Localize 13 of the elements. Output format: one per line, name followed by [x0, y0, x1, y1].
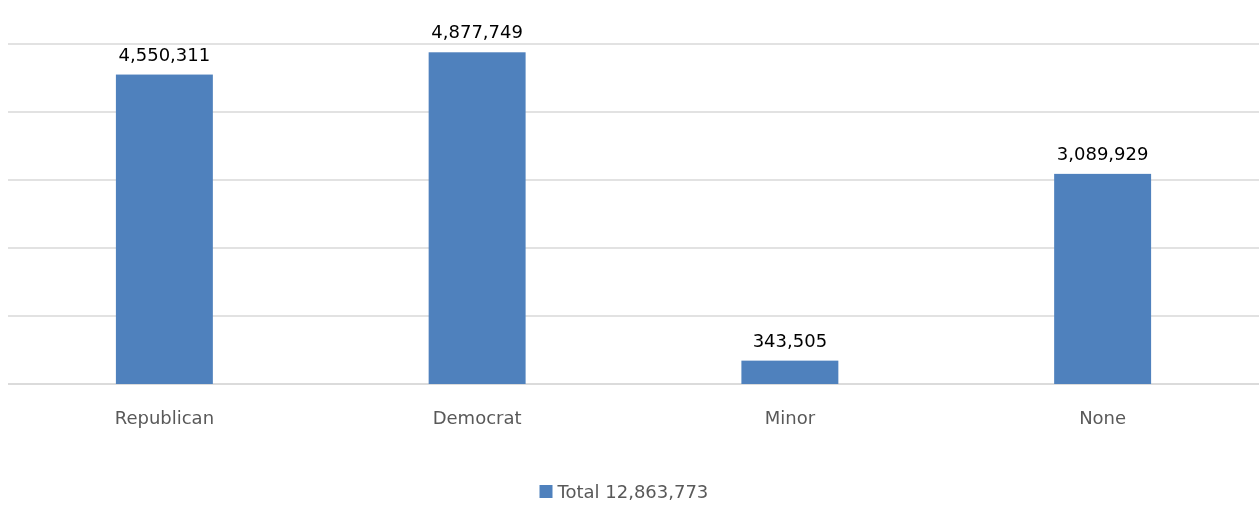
x-tick-label: Minor [764, 407, 816, 428]
bar [741, 360, 839, 384]
data-label: 4,877,749 [431, 21, 523, 43]
data-label: 343,505 [752, 329, 828, 351]
bar [1054, 173, 1152, 384]
legend-label: Total 12,863,773 [556, 481, 709, 502]
data-label: 4,550,311 [118, 43, 211, 65]
x-tick-label: Democrat [432, 407, 522, 428]
x-tick-label: None [1079, 407, 1127, 428]
bar [428, 52, 526, 384]
bar [115, 74, 213, 384]
x-tick-label: Republican [114, 407, 215, 428]
data-label: 3,089,929 [1056, 142, 1149, 164]
